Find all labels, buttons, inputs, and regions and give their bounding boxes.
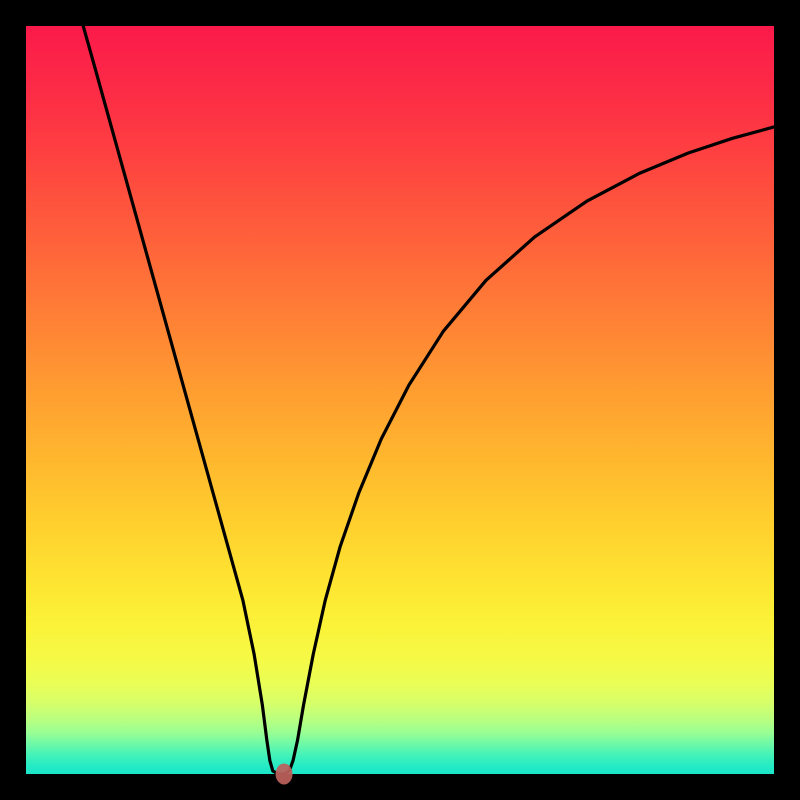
bottleneck-chart [0, 0, 800, 800]
valley-marker [276, 764, 293, 785]
chart-frame: TheBottleneck.com [0, 0, 800, 800]
